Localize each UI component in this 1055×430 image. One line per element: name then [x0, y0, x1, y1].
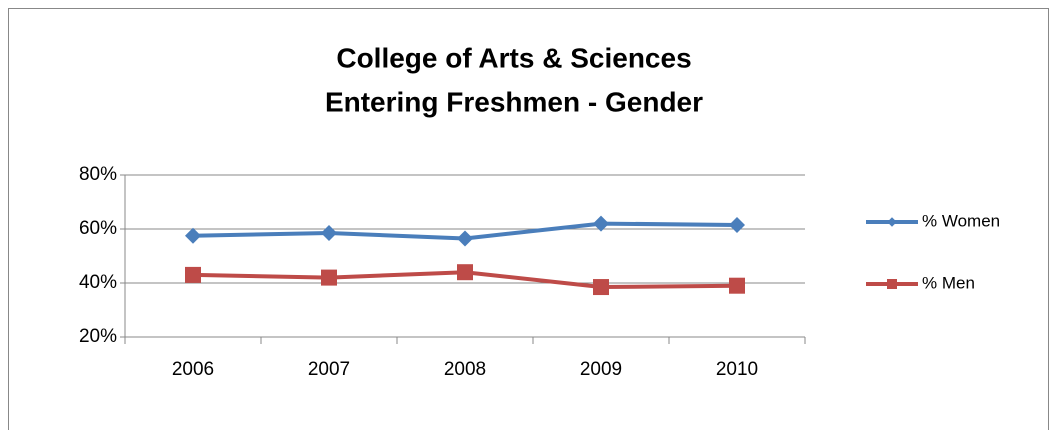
x-tick-label: 2006	[172, 359, 214, 380]
data-point	[321, 269, 337, 286]
legend-marker	[887, 217, 897, 227]
x-tick-label: 2008	[444, 359, 486, 380]
data-point	[321, 225, 337, 242]
chart-title: College of Arts & Sciences	[336, 42, 691, 73]
x-tick-label: 2007	[308, 359, 350, 380]
chart-frame	[8, 8, 1049, 430]
y-tick-label: 80%	[79, 164, 117, 185]
legend-label: % Men	[922, 273, 975, 292]
y-tick-label: 60%	[79, 218, 117, 239]
data-point	[457, 264, 473, 281]
data-point	[593, 215, 609, 232]
data-point	[457, 230, 473, 247]
y-tick-label: 40%	[79, 272, 117, 293]
data-point	[185, 227, 201, 244]
data-point	[593, 279, 609, 296]
data-point	[729, 277, 745, 294]
x-tick-label: 2010	[716, 359, 758, 380]
y-tick-label: 20%	[79, 326, 117, 347]
legend-marker	[887, 279, 897, 289]
legend-label: % Women	[922, 211, 1000, 230]
data-point	[185, 266, 201, 283]
data-point	[729, 216, 745, 233]
x-tick-label: 2009	[580, 359, 622, 380]
chart-title: Entering Freshmen - Gender	[325, 86, 703, 117]
